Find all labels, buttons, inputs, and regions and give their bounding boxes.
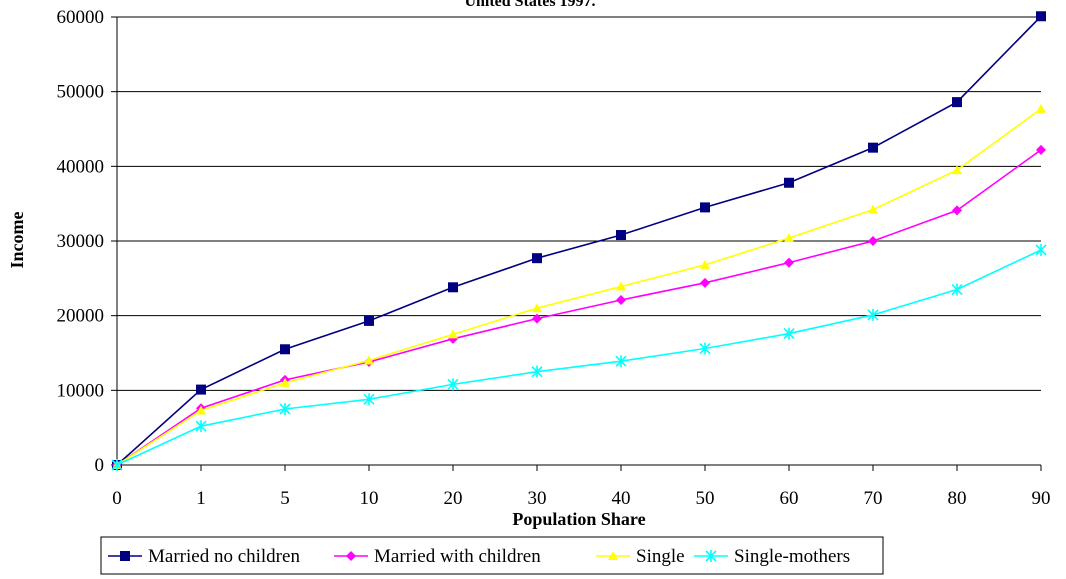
legend-label: Married with children: [374, 546, 541, 567]
y-tick-labels: 0 10000 20000 30000 40000 50000 60000: [57, 7, 105, 476]
data-point-married-no-children: [952, 97, 962, 108]
x-tick-label: 90: [1032, 488, 1051, 509]
x-tick-label: 10: [360, 488, 379, 509]
data-point-married-no-children: [364, 315, 374, 326]
data-point-single-mothers: [111, 459, 123, 471]
data-point-married-with-children: [700, 277, 710, 288]
legend-entry-single: Single: [596, 546, 685, 567]
y-tick-label: 40000: [57, 156, 105, 177]
data-point-single: [952, 165, 962, 175]
data-point-married-with-children: [532, 313, 542, 324]
data-point-married-no-children: [448, 282, 458, 293]
y-tick-label: 50000: [57, 82, 105, 103]
x-tick-label: 30: [528, 488, 547, 509]
data-point-single: [364, 355, 374, 365]
x-tick-label: 0: [112, 488, 122, 509]
series-group: [111, 11, 1047, 471]
y-tick-label: 30000: [57, 231, 105, 252]
y-tick-label: 10000: [57, 380, 105, 401]
legend-label: Single-mothers: [734, 546, 850, 567]
data-point-married-no-children: [700, 202, 710, 213]
data-point-married-with-children: [784, 257, 794, 268]
legend-box: [100, 536, 884, 575]
legend: Married no children Married with children…: [100, 536, 884, 575]
data-point-single: [196, 405, 206, 415]
legend-marker-single: [608, 551, 618, 560]
data-point-single-mothers: [699, 342, 711, 355]
legend-marker-single-mothers: [705, 550, 717, 562]
data-point-single: [532, 303, 542, 313]
series-married-no-children: [112, 11, 1046, 470]
x-tick-label: 60: [780, 488, 799, 509]
data-point-married-with-children: [952, 205, 962, 216]
data-point-married-no-children: [532, 253, 542, 264]
legend-marker-married-no-children: [120, 551, 130, 561]
data-point-single: [448, 329, 458, 339]
legend-entry-married-no-children: Married no children: [108, 546, 300, 567]
data-point-single: [616, 281, 626, 291]
axes: [111, 16, 1042, 471]
data-point-single-mothers: [867, 308, 879, 321]
data-point-single: [784, 233, 794, 243]
data-point-single: [700, 259, 710, 269]
x-tick-label: 20: [444, 488, 463, 509]
data-point-married-with-children: [616, 294, 626, 305]
x-tick-label: 40: [612, 488, 631, 509]
data-point-single: [280, 377, 290, 387]
data-point-married-no-children: [196, 384, 206, 395]
data-point-married-with-children: [1036, 144, 1046, 155]
x-tick-label: 5: [280, 488, 290, 509]
series-single-mothers: [111, 243, 1047, 471]
data-point-single-mothers: [195, 420, 207, 433]
data-point-single-mothers: [531, 365, 543, 378]
data-point-single: [868, 204, 878, 214]
data-point-married-no-children: [1036, 11, 1046, 22]
series-single: [112, 103, 1046, 469]
legend-label: Married no children: [148, 546, 300, 567]
x-tick-labels: 0 1 5 10 20 30 40 50 60 70 80 90: [112, 488, 1050, 509]
data-point-single-mothers: [1035, 243, 1047, 256]
y-axis-title: Income: [7, 212, 27, 269]
x-axis-title: Population Share: [512, 509, 645, 529]
series-line-single-mothers: [116, 249, 1042, 466]
y-tick-label: 0: [95, 455, 105, 476]
chart-title: United States 1997.: [464, 0, 595, 10]
legend-entry-single-mothers: Single-mothers: [694, 546, 850, 567]
data-point-married-no-children: [616, 230, 626, 241]
data-point-married-no-children: [784, 177, 794, 188]
data-point-single-mothers: [363, 393, 375, 406]
legend-entry-married-with-children: Married with children: [334, 546, 541, 567]
x-tick-label: 1: [196, 488, 206, 509]
y-tick-label: 20000: [57, 306, 105, 327]
x-tick-label: 80: [948, 488, 967, 509]
data-point-married-no-children: [280, 344, 290, 355]
gridlines: [117, 16, 1041, 391]
series-line-single: [116, 108, 1042, 466]
data-point-single-mothers: [279, 403, 291, 415]
series-line-married-no-children: [116, 15, 1042, 466]
data-point-single: [1036, 103, 1046, 113]
data-point-married-no-children: [868, 142, 878, 153]
data-point-single-mothers: [447, 378, 459, 391]
data-point-single-mothers: [951, 283, 963, 296]
legend-label: Single: [636, 546, 685, 567]
data-point-single-mothers: [615, 355, 627, 368]
x-tick-label: 70: [864, 488, 883, 509]
series-line-married-with-children: [116, 149, 1042, 466]
x-tick-label: 50: [696, 488, 715, 509]
y-tick-label: 60000: [57, 7, 105, 28]
data-point-single-mothers: [783, 327, 795, 340]
legend-marker-married-with-children: [346, 551, 356, 561]
data-point-married-with-children: [868, 236, 878, 246]
